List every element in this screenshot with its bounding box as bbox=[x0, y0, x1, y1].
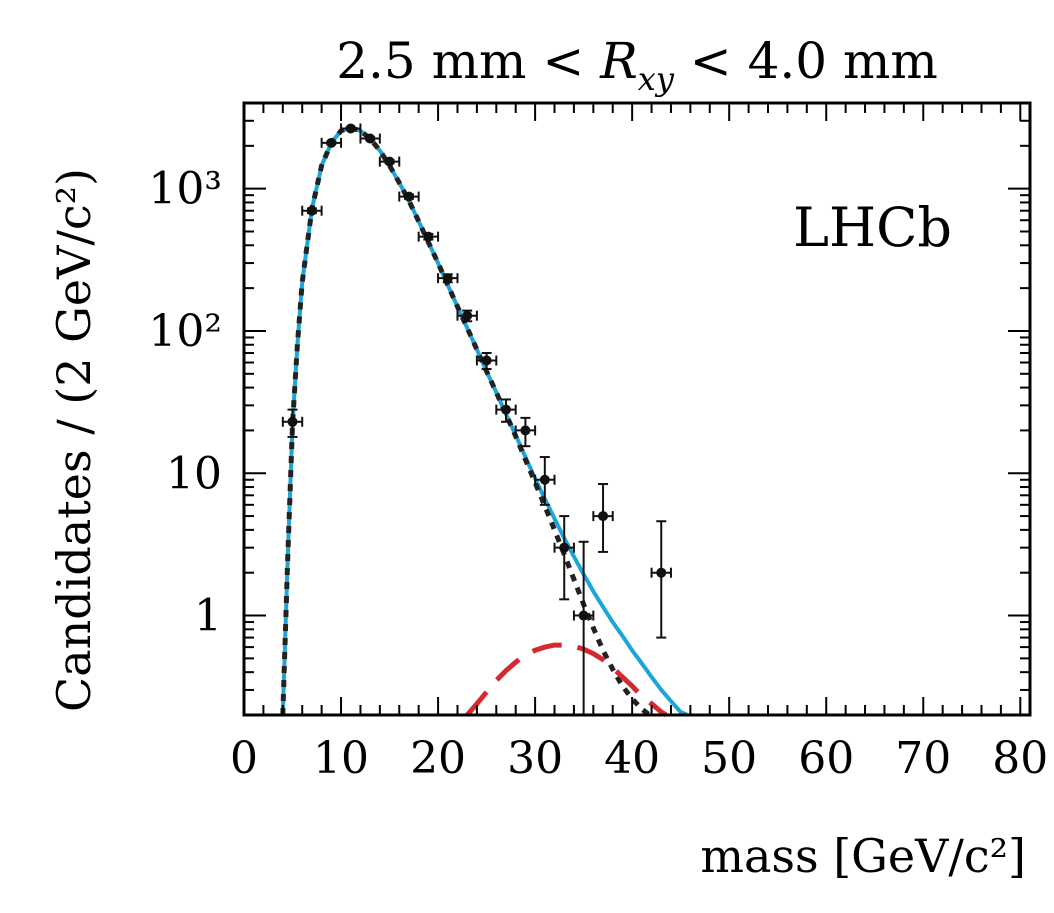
data-marker bbox=[520, 425, 531, 436]
data-point bbox=[475, 352, 498, 371]
data-marker bbox=[598, 511, 609, 522]
data-marker bbox=[539, 474, 550, 485]
title-sub: xy bbox=[638, 60, 675, 98]
data-marker bbox=[559, 542, 570, 553]
data-point bbox=[437, 273, 459, 284]
data-marker bbox=[423, 231, 434, 242]
fit-curve-total-fit bbox=[280, 125, 689, 717]
data-marker bbox=[345, 123, 356, 134]
data-point bbox=[359, 133, 381, 144]
data-marker bbox=[578, 610, 589, 621]
y-tick-label: 10³ bbox=[148, 164, 222, 215]
data-marker bbox=[501, 404, 511, 415]
fit-curve-signal bbox=[465, 642, 668, 718]
x-tick-label: 10 bbox=[313, 733, 369, 784]
data-point bbox=[417, 231, 440, 242]
data-marker bbox=[403, 191, 414, 202]
data-point bbox=[534, 456, 556, 506]
data-point bbox=[592, 483, 614, 553]
data-point bbox=[301, 205, 323, 216]
fit-curve-background bbox=[280, 125, 652, 717]
data-point bbox=[553, 515, 575, 601]
data-point bbox=[281, 408, 304, 438]
data-point bbox=[650, 520, 672, 639]
x-axis-title: mass [GeV/c²] bbox=[700, 829, 1026, 883]
y-axis-title: Candidates / (2 GeV/c²) bbox=[47, 168, 101, 712]
x-tick-label: 20 bbox=[410, 733, 466, 784]
experiment-label: LHCb bbox=[793, 196, 952, 259]
data-marker bbox=[365, 133, 376, 144]
data-marker bbox=[442, 273, 453, 284]
data-marker bbox=[287, 416, 298, 427]
data-point bbox=[572, 540, 595, 715]
axis-ticks-layer bbox=[243, 102, 1030, 716]
data-point bbox=[320, 137, 343, 148]
x-tick-label: 0 bbox=[230, 733, 258, 784]
x-tick-label: 80 bbox=[992, 733, 1048, 784]
data-point bbox=[456, 309, 478, 323]
data-point bbox=[378, 156, 401, 167]
x-tick-label: 70 bbox=[895, 733, 951, 784]
x-tick-label: 60 bbox=[798, 733, 854, 784]
y-tick-label: 1 bbox=[194, 591, 222, 642]
title-prefix: 2.5 mm < bbox=[336, 32, 600, 90]
data-marker bbox=[384, 156, 395, 167]
data-points-layer bbox=[281, 123, 672, 715]
x-tick-label: 30 bbox=[507, 733, 563, 784]
data-marker bbox=[326, 137, 337, 148]
y-tick-label: 10 bbox=[166, 448, 222, 499]
data-marker bbox=[462, 310, 473, 321]
chart-title: 2.5 mm < Rxy < 4.0 mm bbox=[336, 32, 938, 98]
data-point bbox=[514, 416, 537, 448]
data-marker bbox=[481, 355, 492, 366]
data-point bbox=[340, 123, 362, 134]
data-point bbox=[398, 191, 420, 202]
title-suffix: < 4.0 mm bbox=[674, 32, 938, 90]
data-point bbox=[495, 398, 517, 423]
fit-curves-layer bbox=[280, 125, 689, 718]
title-var: R bbox=[599, 32, 638, 90]
data-marker bbox=[306, 205, 317, 216]
x-tick-label: 40 bbox=[604, 733, 660, 784]
plot-frame bbox=[242, 101, 1032, 717]
y-tick-label: 10² bbox=[148, 306, 222, 357]
tick-labels-layer: 0 10 20 30 40 50 60 70 80 1 10 10² 10³ bbox=[148, 164, 1048, 784]
x-tick-label: 50 bbox=[701, 733, 757, 784]
data-marker bbox=[656, 567, 667, 578]
